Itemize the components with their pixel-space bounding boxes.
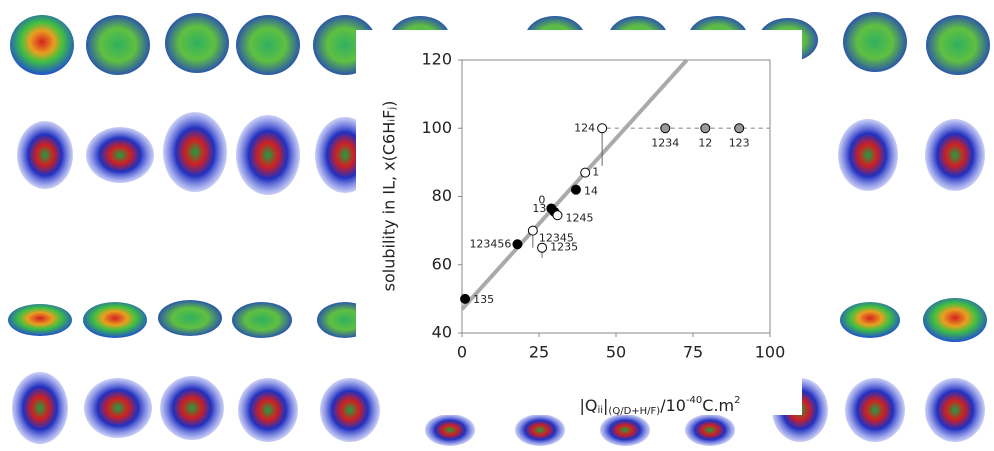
data-point	[735, 124, 744, 133]
figure: solubility in IL, x(C6HᵢFⱼ) |Qii|(Q/D+H/…	[0, 0, 994, 447]
data-point	[581, 168, 590, 177]
y-tick-label: 80	[432, 186, 452, 205]
data-point	[598, 124, 607, 133]
y-tick-label: 60	[432, 254, 452, 273]
point-label: 124	[574, 121, 595, 134]
point-label: 1245	[565, 211, 593, 224]
point-label: 123456	[469, 237, 511, 250]
point-label: 123	[729, 136, 750, 149]
y-axis-label: solubility in IL, x(C6HᵢFⱼ)	[380, 101, 399, 292]
x-tick-label: 25	[529, 343, 549, 362]
data-point	[528, 226, 537, 235]
y-tick-label: 40	[432, 323, 452, 342]
data-point	[513, 240, 522, 249]
data-point	[571, 185, 580, 194]
x-axis-label: |Qii|(Q/D+H/F)/10-40C.m2	[579, 395, 740, 417]
point-label: 1235	[550, 241, 578, 254]
x-tick-label: 50	[606, 343, 626, 362]
point-label: 135	[473, 293, 494, 306]
data-point	[661, 124, 670, 133]
data-point	[461, 294, 470, 303]
point-label: 1234	[651, 136, 679, 149]
y-tick-label: 100	[421, 118, 452, 137]
data-point	[701, 124, 710, 133]
point-label: 12	[698, 136, 712, 149]
point-label: 14	[584, 185, 598, 198]
chart-panel	[356, 30, 802, 375]
x-tick-label: 75	[683, 343, 703, 362]
data-point	[538, 243, 547, 252]
x-tick-label: 100	[755, 343, 786, 362]
data-point	[553, 211, 562, 220]
x-tick-label: 0	[457, 343, 467, 362]
point-label: 13	[532, 202, 546, 215]
point-label: 1	[592, 166, 599, 179]
y-tick-label: 120	[421, 50, 452, 69]
